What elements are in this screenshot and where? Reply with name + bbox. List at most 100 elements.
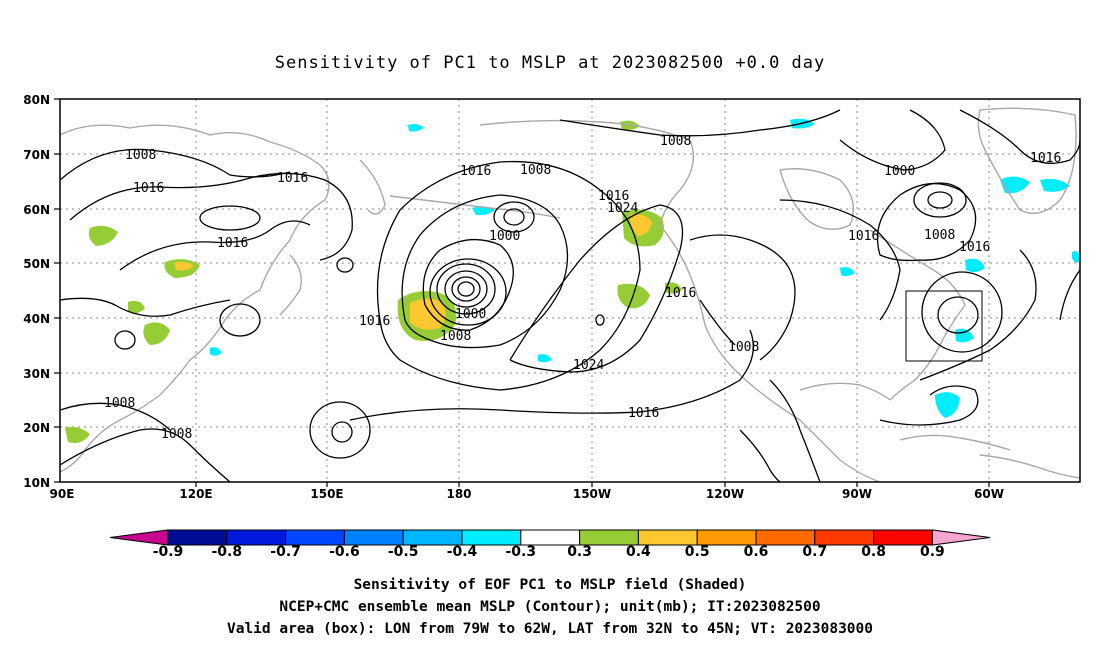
colorbar-bin	[579, 529, 639, 546]
colorbar-label: -0.5	[388, 544, 419, 560]
shade-negative	[840, 267, 855, 277]
colorbar-label: -0.7	[270, 544, 301, 560]
lon-label: 150E	[310, 487, 343, 501]
coastline-aleutians	[389, 195, 561, 219]
coastline-na-west	[659, 224, 881, 482]
high-contour	[595, 314, 605, 326]
contour-high-west	[331, 421, 353, 443]
contour-1008-south	[60, 428, 231, 482]
lon-label: 150W	[573, 487, 611, 501]
colorbar-bin	[343, 529, 404, 546]
contour-1008-valid-area	[921, 271, 1003, 353]
contour-1016-pacific	[349, 329, 754, 421]
contour-1016-atlantic-b	[959, 109, 1080, 164]
low-center-contour	[436, 263, 496, 315]
low-aleutian-contour	[503, 208, 525, 226]
contour-1024	[509, 204, 684, 373]
coastline-asia	[60, 124, 330, 473]
colorbar-bin	[873, 529, 933, 546]
mslp-contours	[60, 109, 1080, 482]
contour-label: 1024	[607, 201, 638, 216]
lon-label: 180	[446, 487, 471, 501]
contour-labels: 1008 1016 1016 1016 1016 1008 1016 1008 …	[104, 134, 1061, 442]
contour-low-asia	[114, 330, 136, 350]
coastline-japan	[279, 254, 302, 316]
lat-axis: 80N 70N 60N 50N 40N 30N 20N 10N	[23, 93, 50, 490]
contour-label: 1016	[628, 406, 659, 421]
contour-label: 1016	[959, 240, 990, 255]
lon-label: 90E	[50, 487, 75, 501]
contour-1008	[401, 194, 569, 349]
contour-label: 1016	[217, 236, 248, 251]
contour-1008-south-b	[60, 402, 171, 431]
lat-label: 80N	[23, 93, 50, 107]
lat-label: 50N	[23, 257, 50, 271]
colorbar-bin	[461, 529, 522, 546]
low-aleutian-contour	[493, 201, 535, 233]
shade-positive	[143, 322, 170, 345]
low-greenland	[913, 182, 967, 218]
valid-area-box	[905, 290, 983, 362]
shade-positive-mid	[410, 298, 446, 330]
shade-positive	[665, 282, 682, 294]
colorbar-label: -0.6	[329, 544, 360, 560]
colorbar-label: -0.8	[211, 544, 242, 560]
contour-1000	[422, 238, 514, 331]
shade-negative	[210, 347, 222, 356]
coastline-caribbean	[899, 434, 1011, 451]
colorbar-label: 0.9	[920, 544, 945, 560]
caption-line-2: NCEP+CMC ensemble mean MSLP (Contour); u…	[279, 599, 820, 615]
contour-label: 1008	[440, 329, 471, 344]
shade-negative	[1072, 251, 1080, 263]
contour-high-west	[199, 205, 261, 231]
colorbar-bin	[755, 529, 816, 546]
colorbar: -0.9 -0.8 -0.7 -0.6 -0.5 -0.4 -0.3 0.3 0.4 0.5 0.6…	[109, 529, 991, 560]
contour-label: 1008	[104, 396, 135, 411]
colorbar-label: 0.7	[802, 544, 827, 560]
colorbar-bin	[167, 529, 228, 546]
shade-positive	[617, 283, 650, 309]
shade-negative	[1000, 176, 1030, 194]
lon-label: 120E	[179, 487, 212, 501]
contour-label: 1016	[277, 171, 308, 186]
colorbar-bin	[520, 529, 581, 546]
contour-1008-se	[769, 379, 821, 482]
contour-1008-arctic	[559, 109, 841, 137]
contour-1016-asia-b	[119, 220, 311, 271]
contour-low-asia	[219, 303, 261, 337]
colorbar-bin	[696, 529, 757, 546]
contour-label: 1008	[125, 148, 156, 163]
contour-label: 1000	[455, 307, 486, 322]
contour-1008-atlantic	[876, 182, 977, 262]
contour-1008-namerica	[689, 234, 796, 361]
lon-axis: 90E 120E 150E 180 150W 120W 90W 60W	[50, 487, 1004, 501]
lat-label: 10N	[23, 476, 50, 490]
shade-negative	[965, 258, 985, 273]
contour-1016-east	[919, 249, 1037, 381]
low-center-contour	[429, 258, 507, 326]
shade-negative	[538, 354, 552, 363]
colorbar-under-triangle	[109, 529, 169, 546]
lon-label: 120W	[706, 487, 744, 501]
lat-ticks	[54, 98, 60, 483]
shade-positive	[65, 426, 90, 443]
lat-label: 30N	[23, 367, 50, 381]
gridlines	[60, 99, 1080, 482]
coastline-gulf	[799, 382, 891, 401]
shade-negative	[935, 392, 960, 418]
shade-positive-mid	[630, 214, 652, 236]
contour-1000-arctic	[839, 109, 946, 171]
low-greenland	[927, 191, 953, 209]
lon-label: 60W	[974, 487, 1004, 501]
contour-label: 1016	[598, 189, 629, 204]
low-center-contour	[451, 276, 481, 302]
colorbar-label: 0.6	[744, 544, 769, 560]
contour-high-west	[309, 401, 371, 459]
contour-label: 1008	[520, 163, 551, 178]
colorbar-label: 0.4	[626, 544, 651, 560]
contour-1008-valid-area	[937, 296, 979, 334]
colorbar-over-triangle	[931, 529, 991, 546]
shade-negative	[1040, 178, 1070, 192]
colorbar-bin	[402, 529, 463, 546]
colorbar-bin	[814, 529, 875, 546]
